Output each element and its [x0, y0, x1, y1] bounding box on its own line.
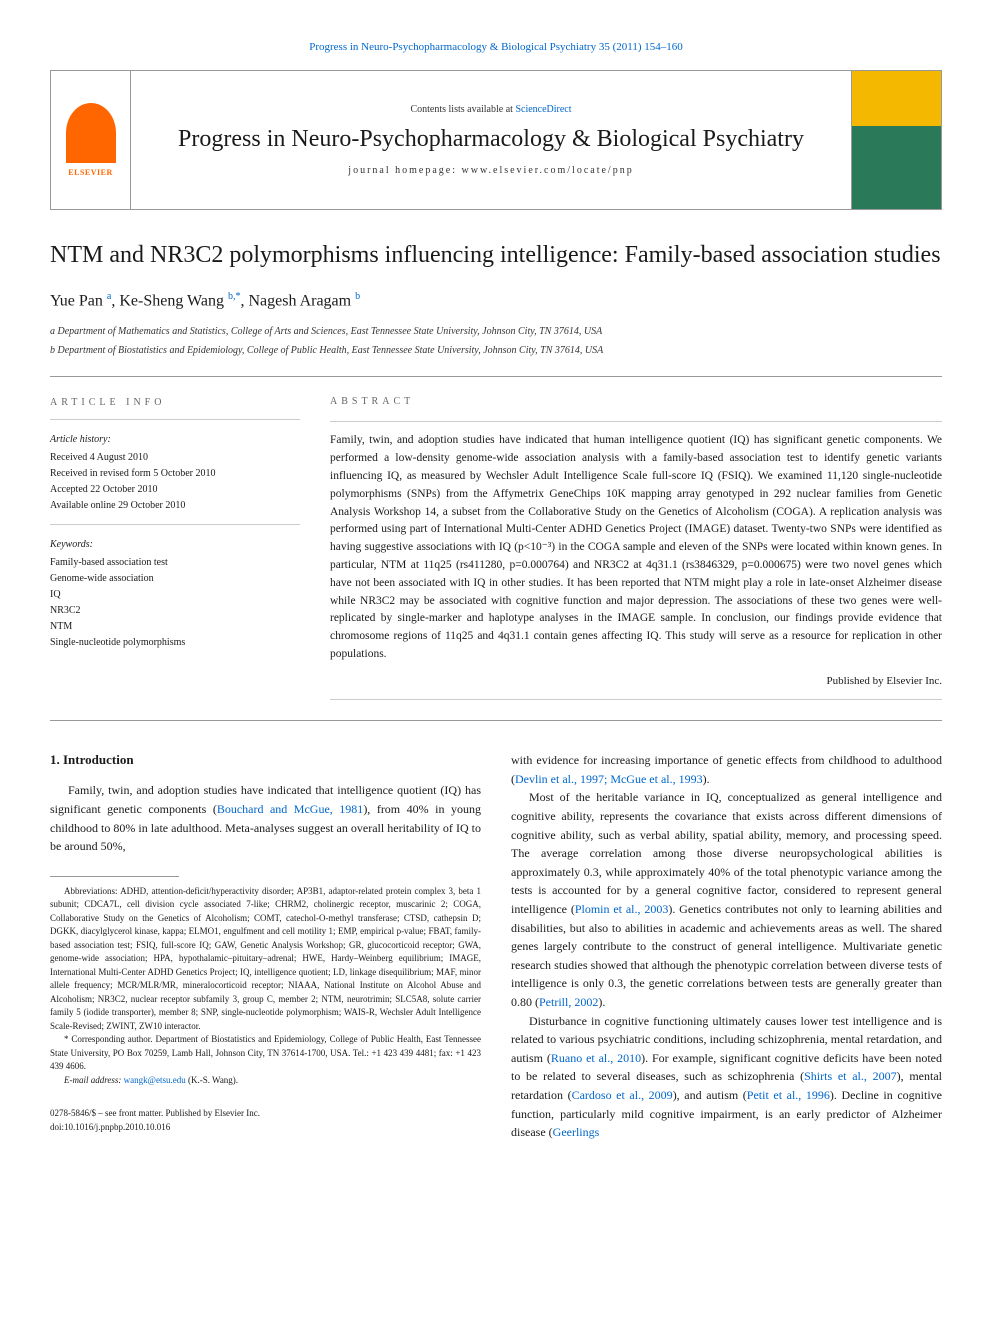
- keyword-3: NR3C2: [50, 603, 300, 619]
- para2-suffix: ).: [703, 772, 710, 786]
- para-1: Family, twin, and adoption studies have …: [50, 781, 481, 855]
- journal-name: Progress in Neuro-Psychopharmacology & B…: [178, 125, 804, 154]
- author-1: Yue Pan: [50, 292, 103, 309]
- para-2: with evidence for increasing importance …: [511, 751, 942, 788]
- history-2: Accepted 22 October 2010: [50, 482, 300, 498]
- abstract-bottom-divider: [330, 699, 942, 700]
- journal-cover-thumbnail: [851, 71, 941, 209]
- publisher-line: Published by Elsevier Inc.: [330, 674, 942, 689]
- keyword-4: NTM: [50, 619, 300, 635]
- abstract-text: Family, twin, and adoption studies have …: [330, 432, 942, 664]
- author-1-sup: a: [107, 291, 111, 302]
- journal-homepage: journal homepage: www.elsevier.com/locat…: [348, 164, 633, 178]
- info-divider: [50, 419, 300, 420]
- footnote-divider: [50, 876, 179, 877]
- footer-info: 0278-5846/$ – see front matter. Publishe…: [50, 1107, 481, 1134]
- para-4: Disturbance in cognitive functioning ult…: [511, 1012, 942, 1142]
- keyword-1: Genome-wide association: [50, 571, 300, 587]
- para3-suffix: ).: [598, 995, 605, 1009]
- ref-cardoso[interactable]: Cardoso et al., 2009: [572, 1088, 673, 1102]
- authors: Yue Pan a, Ke-Sheng Wang b,*, Nagesh Ara…: [50, 290, 942, 313]
- keyword-0: Family-based association test: [50, 555, 300, 571]
- body-columns: 1. Introduction Family, twin, and adopti…: [50, 751, 942, 1141]
- sciencedirect-link[interactable]: ScienceDirect: [515, 104, 571, 115]
- history-heading: Article history:: [50, 432, 300, 448]
- author-3-sup: b: [355, 291, 360, 302]
- header-center: Contents lists available at ScienceDirec…: [131, 71, 851, 209]
- author-3: Nagesh Aragam: [248, 292, 351, 309]
- article-info-heading: ARTICLE INFO: [50, 395, 300, 411]
- affiliation-a: a Department of Mathematics and Statisti…: [50, 324, 942, 339]
- article-title: NTM and NR3C2 polymorphisms influencing …: [50, 240, 942, 271]
- info-divider-2: [50, 524, 300, 525]
- para4-mid3: ), and autism (: [673, 1088, 747, 1102]
- journal-citation[interactable]: Progress in Neuro-Psychopharmacology & B…: [50, 40, 942, 55]
- para3-mid: ). Genetics contributes not only to lear…: [511, 902, 942, 1009]
- elsevier-label: ELSEVIER: [68, 167, 112, 178]
- ref-petit[interactable]: Petit et al., 1996: [747, 1088, 830, 1102]
- left-column: 1. Introduction Family, twin, and adopti…: [50, 751, 481, 1141]
- abstract-section: ABSTRACT Family, twin, and adoption stud…: [330, 395, 942, 700]
- keywords-heading: Keywords:: [50, 537, 300, 553]
- ref-ruano[interactable]: Ruano et al., 2010: [551, 1051, 641, 1065]
- keyword-5: Single-nucleotide polymorphisms: [50, 635, 300, 651]
- elsevier-logo: ELSEVIER: [51, 71, 131, 209]
- main-divider: [50, 720, 942, 721]
- history-3: Available online 29 October 2010: [50, 498, 300, 514]
- ref-bouchard[interactable]: Bouchard and McGue, 1981: [217, 802, 364, 816]
- ref-petrill[interactable]: Petrill, 2002: [539, 995, 598, 1009]
- para-3: Most of the heritable variance in IQ, co…: [511, 788, 942, 1011]
- ref-geerlings[interactable]: Geerlings: [553, 1125, 600, 1139]
- intro-heading: 1. Introduction: [50, 751, 481, 769]
- history-0: Received 4 August 2010: [50, 450, 300, 466]
- article-info: ARTICLE INFO Article history: Received 4…: [50, 395, 300, 700]
- abstract-divider: [330, 421, 942, 422]
- journal-header: ELSEVIER Contents lists available at Sci…: [50, 70, 942, 210]
- affiliation-b: b Department of Biostatistics and Epidem…: [50, 343, 942, 358]
- info-abstract-row: ARTICLE INFO Article history: Received 4…: [50, 395, 942, 700]
- abstract-heading: ABSTRACT: [330, 395, 942, 409]
- ref-plomin[interactable]: Plomin et al., 2003: [575, 902, 669, 916]
- author-2: Ke-Sheng Wang: [119, 292, 224, 309]
- footer-line-2: doi:10.1016/j.pnpbp.2010.10.016: [50, 1121, 481, 1135]
- divider: [50, 376, 942, 377]
- abbreviations-footnote: Abbreviations: ADHD, attention-deficit/h…: [50, 885, 481, 1034]
- email-footnote: E-mail address: wangk@etsu.edu (K.-S. Wa…: [50, 1074, 481, 1088]
- email-label: E-mail address:: [64, 1075, 124, 1085]
- contents-line: Contents lists available at ScienceDirec…: [410, 103, 571, 117]
- keyword-2: IQ: [50, 587, 300, 603]
- elsevier-tree-icon: [66, 103, 116, 163]
- author-2-sup: b,*: [228, 291, 241, 302]
- right-column: with evidence for increasing importance …: [511, 751, 942, 1141]
- contents-prefix: Contents lists available at: [410, 104, 515, 115]
- footer-line-1: 0278-5846/$ – see front matter. Publishe…: [50, 1107, 481, 1121]
- ref-shirts[interactable]: Shirts et al., 2007: [804, 1069, 897, 1083]
- corresponding-footnote: * Corresponding author. Department of Bi…: [50, 1033, 481, 1074]
- email-link[interactable]: wangk@etsu.edu: [124, 1075, 186, 1085]
- email-suffix: (K.-S. Wang).: [186, 1075, 238, 1085]
- para3-prefix: Most of the heritable variance in IQ, co…: [511, 790, 942, 916]
- ref-devlin[interactable]: Devlin et al., 1997; McGue et al., 1993: [515, 772, 703, 786]
- history-1: Received in revised form 5 October 2010: [50, 466, 300, 482]
